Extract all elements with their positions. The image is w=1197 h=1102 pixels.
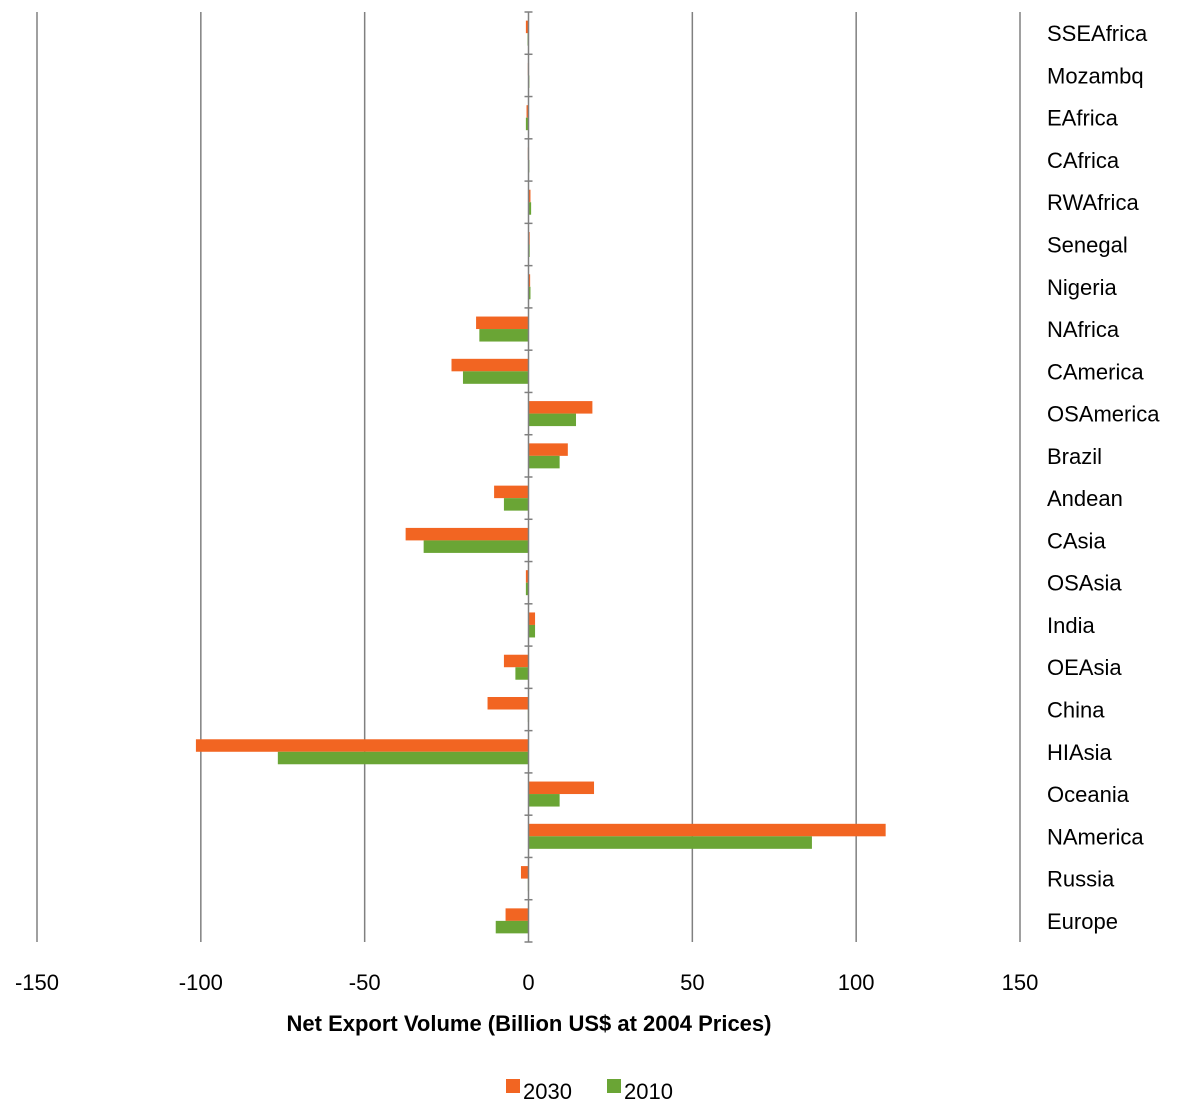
x-axis-title: Net Export Volume (Billion US$ at 2004 P…: [287, 1011, 772, 1036]
bar-2030-russia: [520, 866, 529, 879]
legend-swatch: [506, 1079, 520, 1093]
category-label: OSAsia: [1047, 571, 1122, 596]
bar-2030-osamerica: [528, 401, 593, 414]
bar-2010-nigeria: [528, 286, 531, 300]
category-label: Russia: [1047, 867, 1115, 892]
category-label: NAmerica: [1047, 824, 1144, 849]
bar-2010-rwafrica: [528, 202, 532, 215]
bar-2010-casia: [423, 540, 529, 553]
bar-2010-oceania: [528, 794, 560, 807]
category-label: RWAfrica: [1047, 190, 1139, 215]
bar-2030-hiasia: [195, 739, 529, 752]
bar-2010-eafrica: [525, 117, 529, 131]
bar-2030-oceania: [528, 781, 595, 795]
x-tick-label: 50: [680, 970, 704, 995]
gridlines: [36, 12, 1021, 942]
legend: 2030 2010: [506, 1079, 673, 1102]
bar-2010-india: [528, 624, 536, 638]
category-label: SSEAfrica: [1047, 21, 1148, 46]
bar-2010-namerica: [528, 836, 812, 849]
x-tick-label: -150: [15, 970, 59, 995]
category-label: India: [1047, 613, 1095, 638]
bar-2030-rwafrica: [528, 189, 531, 203]
bar-2030-sseafrica: [525, 20, 529, 34]
bar-2010-europe: [495, 920, 529, 934]
bar-2030-nafrica: [476, 316, 529, 330]
category-label: Andean: [1047, 486, 1123, 511]
legend-swatch: [607, 1079, 621, 1093]
bar-2010-osasia: [525, 582, 529, 596]
bar-2030-nigeria: [528, 274, 531, 287]
bar-2030-china: [487, 697, 529, 710]
bar-2030-eafrica: [526, 105, 529, 118]
bar-2030-namerica: [528, 823, 886, 837]
category-label: Brazil: [1047, 444, 1102, 469]
category-label: Mozambq: [1047, 63, 1144, 88]
bar-2010-oeasia: [515, 667, 529, 680]
category-label: NAfrica: [1047, 317, 1120, 342]
bar-2030-andean: [494, 485, 529, 499]
category-label: Oceania: [1047, 782, 1130, 807]
x-tick-labels: -150 -100 -50 0 50 100 150: [15, 970, 1038, 995]
x-tick-label: 100: [838, 970, 875, 995]
bars: [195, 20, 886, 934]
bar-2030-oeasia: [503, 654, 529, 668]
x-tick-label: 150: [1002, 970, 1039, 995]
category-label: OSAmerica: [1047, 402, 1160, 427]
category-label: Senegal: [1047, 233, 1128, 258]
category-label: Europe: [1047, 909, 1118, 934]
category-label: EAfrica: [1047, 106, 1119, 131]
category-label: CAmerica: [1047, 359, 1144, 384]
bar-2010-hiasia: [277, 751, 529, 765]
bar-2030-india: [528, 612, 536, 625]
category-labels: SSEAfrica Mozambq EAfrica CAfrica RWAfrica Se…: [1047, 21, 1160, 934]
bar-2010-andean: [503, 498, 529, 511]
x-tick-label: -100: [179, 970, 223, 995]
bar-2030-camerica: [451, 358, 529, 372]
legend-label: 2030: [523, 1079, 572, 1102]
category-label: Nigeria: [1047, 275, 1117, 300]
x-tick-label: 0: [522, 970, 534, 995]
bar-2010-osamerica: [528, 413, 577, 427]
bar-2010-brazil: [528, 455, 560, 469]
category-label: China: [1047, 698, 1105, 723]
bar-2010-nafrica: [479, 329, 529, 342]
zero-axis: [524, 11, 533, 943]
bar-2030-osasia: [525, 570, 529, 583]
category-label: OEAsia: [1047, 655, 1122, 680]
legend-label: 2010: [624, 1079, 673, 1102]
bar-2030-europe: [505, 908, 529, 921]
category-label: HIAsia: [1047, 740, 1113, 765]
bar-2010-camerica: [462, 371, 529, 384]
category-label: CAsia: [1047, 528, 1106, 553]
bar-2030-casia: [405, 527, 529, 541]
x-tick-label: -50: [349, 970, 381, 995]
category-label: CAfrica: [1047, 148, 1120, 173]
bar-2030-brazil: [528, 443, 568, 456]
